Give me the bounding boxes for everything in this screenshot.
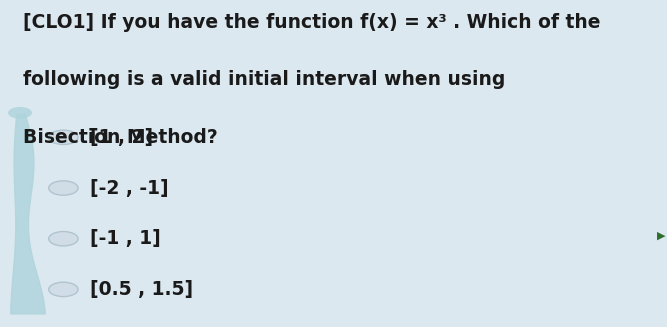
Text: ▶: ▶: [656, 231, 665, 240]
Text: [-1 , 1]: [-1 , 1]: [90, 229, 161, 248]
Text: [-2 , -1]: [-2 , -1]: [90, 179, 169, 198]
Circle shape: [49, 130, 78, 145]
Circle shape: [49, 232, 78, 246]
Text: following is a valid initial interval when using: following is a valid initial interval wh…: [23, 70, 506, 89]
Text: [0.5 , 1.5]: [0.5 , 1.5]: [90, 280, 193, 299]
Circle shape: [49, 181, 78, 195]
Circle shape: [8, 107, 32, 119]
Text: Bisection Method?: Bisection Method?: [23, 128, 218, 146]
Text: [1 , 2]: [1 , 2]: [90, 128, 153, 147]
Text: [CLO1] If you have the function f(x) = x³ . Which of the: [CLO1] If you have the function f(x) = x…: [23, 13, 601, 32]
Polygon shape: [11, 114, 45, 314]
Circle shape: [49, 282, 78, 297]
